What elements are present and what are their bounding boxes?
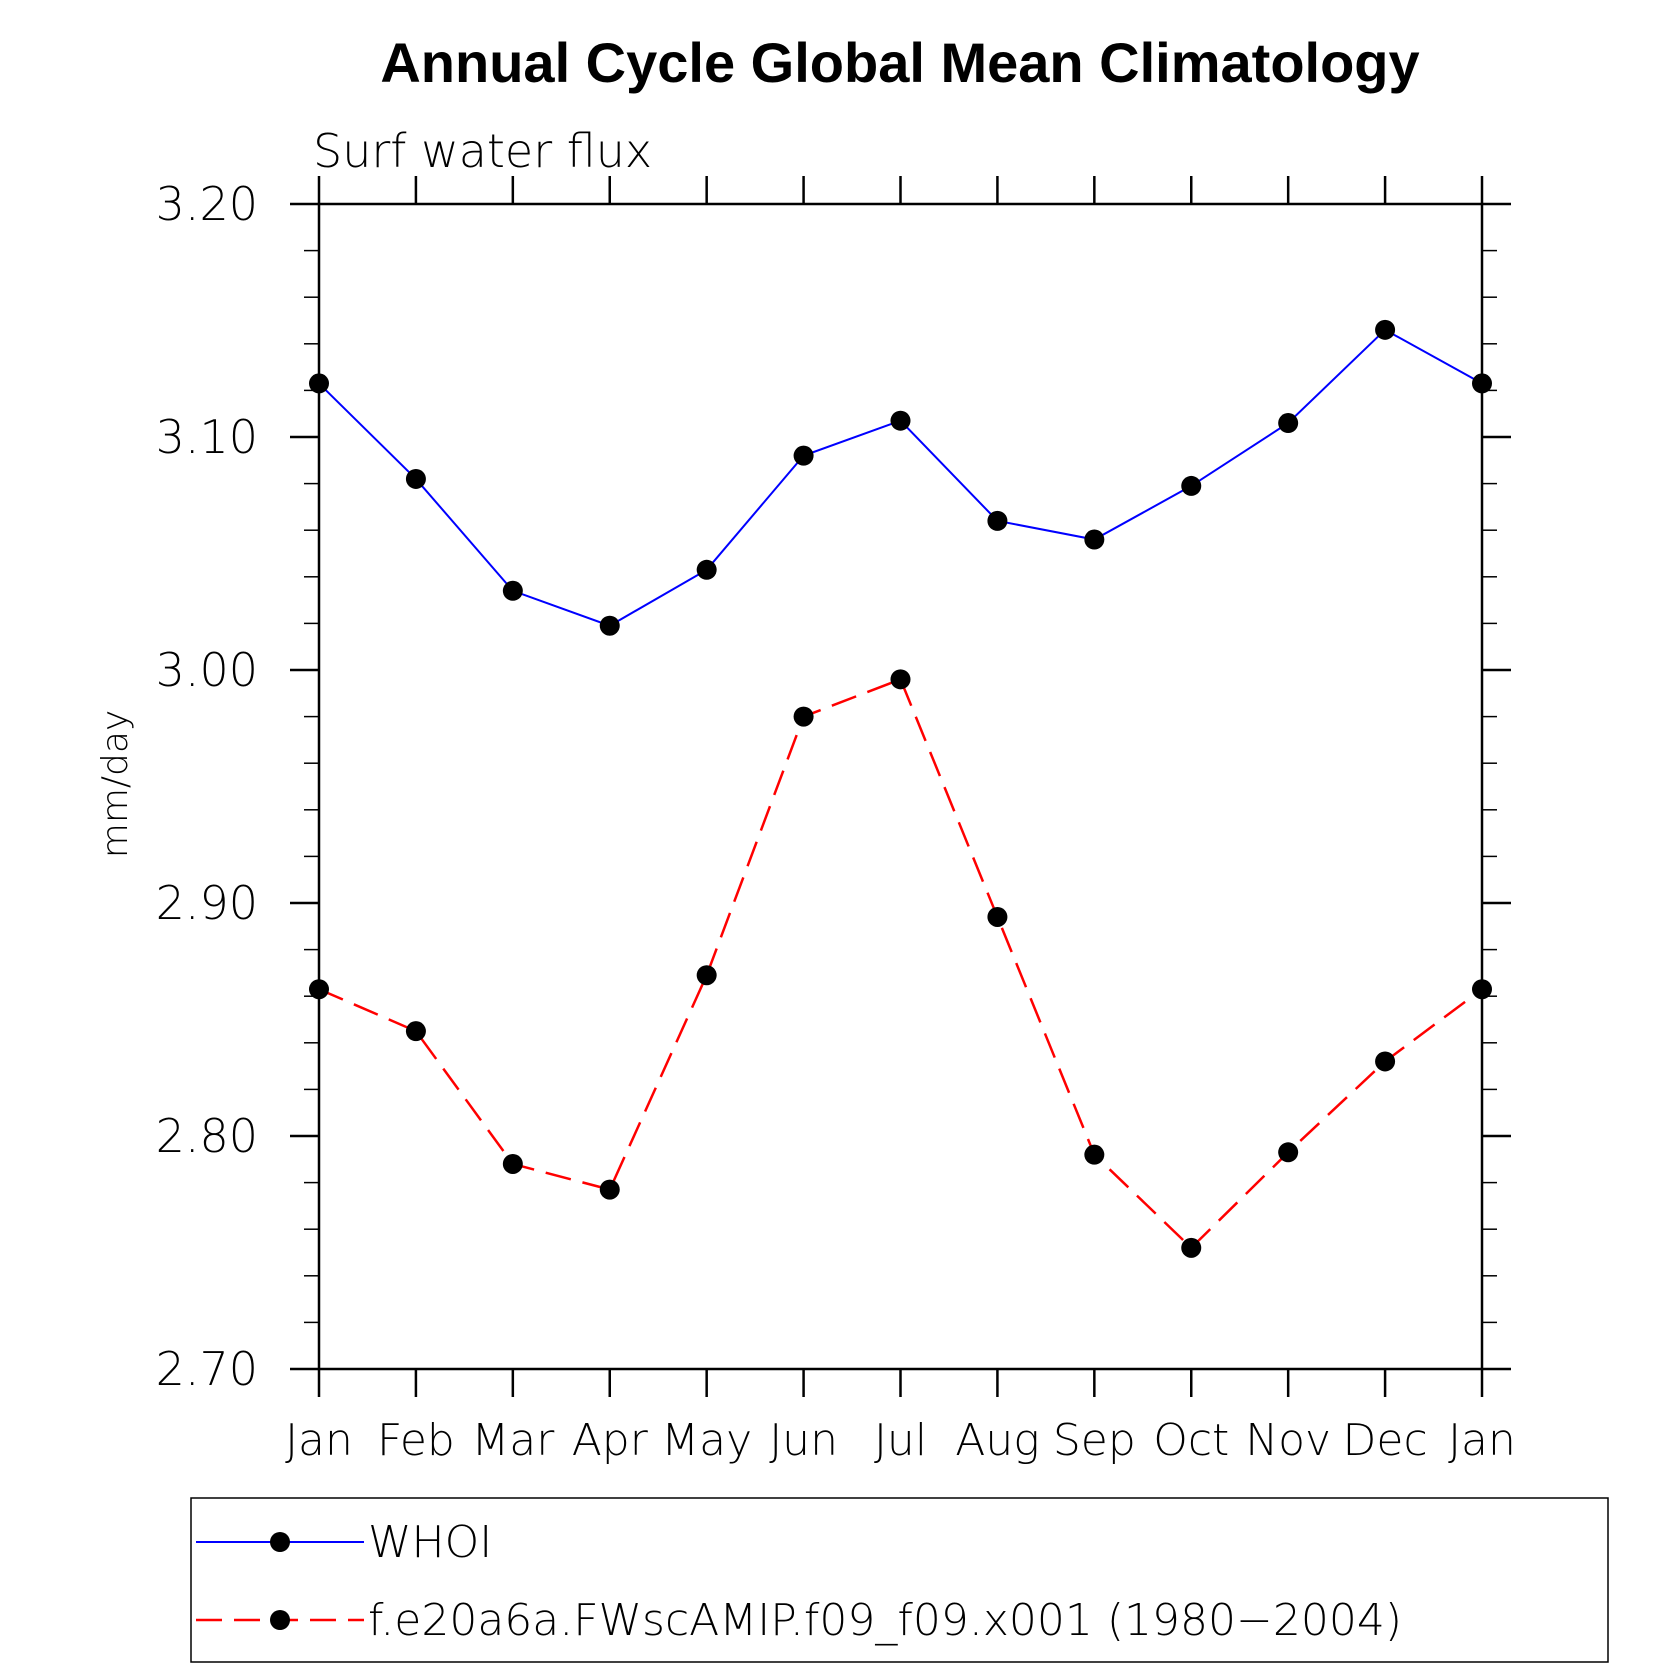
data-point <box>1472 979 1492 1000</box>
data-point <box>1084 1144 1105 1165</box>
y-tick-label: 3.10 <box>156 410 258 464</box>
legend-label-0: WHOI <box>368 1517 492 1568</box>
data-point <box>405 1021 426 1042</box>
data-point <box>1375 319 1396 340</box>
data-point <box>1472 373 1492 394</box>
x-tick-label: Jul <box>874 1415 927 1466</box>
data-point <box>793 445 814 466</box>
x-tick-label: Sep <box>1053 1415 1136 1466</box>
x-tick-label: Apr <box>572 1415 649 1466</box>
legend-box <box>190 1497 1609 1663</box>
y-tick-label: 2.70 <box>156 1342 258 1396</box>
data-point <box>987 510 1008 531</box>
series-line-1 <box>318 677 1483 1250</box>
data-point <box>793 706 814 727</box>
data-point <box>309 979 329 1000</box>
data-point <box>1181 1237 1202 1258</box>
data-point <box>696 559 717 580</box>
x-tick-label: Mar <box>471 1415 555 1466</box>
legend-marker-0 <box>270 1532 290 1552</box>
legend-entry-0: WHOI <box>196 1517 492 1568</box>
x-tick-label: Jan <box>1448 1415 1516 1466</box>
data-point <box>599 615 620 636</box>
data-point <box>309 373 329 394</box>
y-tick-label: 3.20 <box>156 177 258 231</box>
legend-label-1: f.e20a6a.FWscAMIP.f09_f09.x001 (1980−200… <box>368 1595 1402 1646</box>
legend-marker-1 <box>270 1610 290 1630</box>
data-point <box>696 965 717 986</box>
data-point <box>1375 1051 1396 1072</box>
data-point <box>1084 529 1105 550</box>
x-tick-label: Dec <box>1343 1415 1428 1466</box>
y-tick-label: 2.80 <box>156 1109 258 1163</box>
data-point <box>890 410 911 431</box>
data-point <box>502 580 523 601</box>
x-tick-label: Nov <box>1245 1415 1331 1466</box>
series-0 <box>309 319 1492 636</box>
x-tick-label: Feb <box>377 1415 455 1466</box>
x-tick-label: Jan <box>285 1415 353 1466</box>
legend-entry-1: f.e20a6a.FWscAMIP.f09_f09.x001 (1980−200… <box>196 1595 1402 1646</box>
data-point <box>599 1179 620 1200</box>
y-axis-label: mm/day <box>95 710 136 858</box>
data-point <box>987 906 1008 927</box>
x-tick-label: May <box>661 1415 752 1466</box>
x-tick-label: Jun <box>769 1415 838 1466</box>
x-tick-label: Aug <box>955 1415 1039 1466</box>
data-point <box>1181 475 1202 496</box>
data-point <box>890 669 911 690</box>
data-point <box>405 468 426 489</box>
chart-title: Annual Cycle Global Mean Climatology <box>380 31 1419 94</box>
legend: WHOI f.e20a6a.FWscAMIP.f09_f09.x001 (198… <box>190 1497 1609 1663</box>
x-tick-label: Oct <box>1153 1415 1229 1466</box>
data-point <box>1278 413 1299 434</box>
plot-frame <box>317 202 1484 1371</box>
axes: 2.70 2.80 2.90 3.00 3.10 3.20 Jan Feb Mar Apr May J… <box>156 176 1516 1466</box>
y-tick-label: 2.90 <box>156 876 258 930</box>
chart-subtitle: Surf water flux <box>313 124 652 178</box>
series-line-0 <box>318 328 1483 627</box>
data-point <box>1278 1142 1299 1163</box>
series-1 <box>309 669 1492 1258</box>
data-point <box>502 1153 523 1174</box>
series-layer <box>309 319 1492 1258</box>
y-tick-label: 3.00 <box>156 643 258 697</box>
